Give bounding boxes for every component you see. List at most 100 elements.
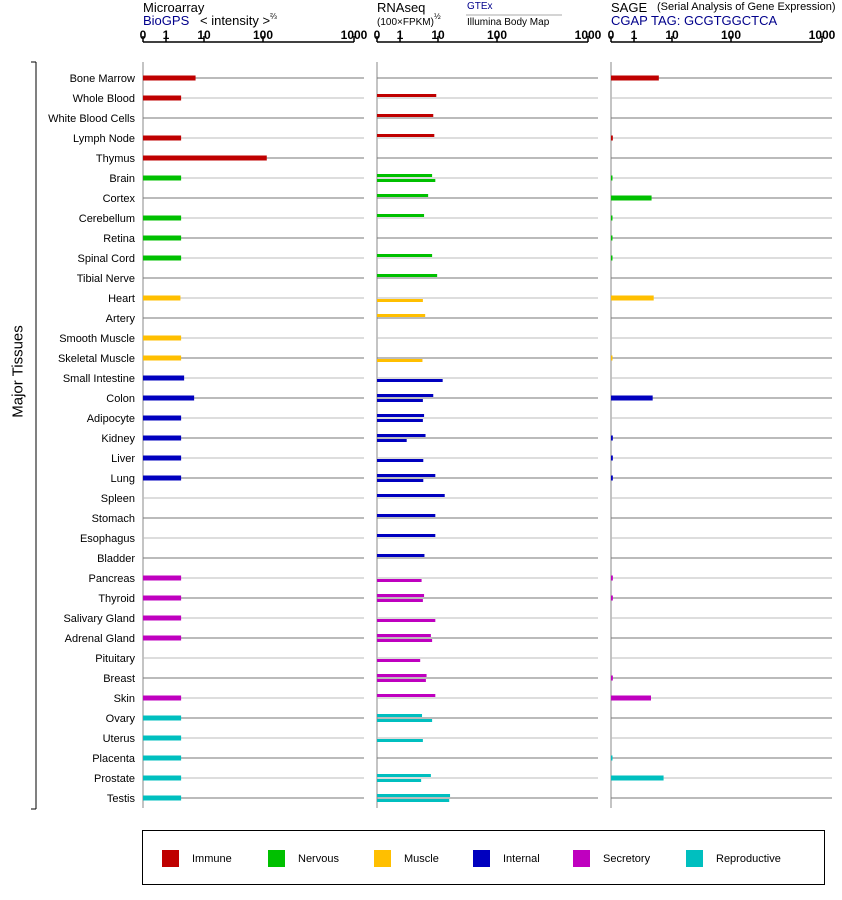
tissue-label: Heart: [108, 293, 135, 305]
microarray-bar: [143, 415, 182, 421]
tissue-label: Skin: [114, 693, 135, 705]
rnaseq-gtex-bar: [377, 414, 425, 417]
microarray-bar: [143, 255, 182, 261]
tissue-label: Cortex: [103, 193, 136, 205]
microarray-bar: [143, 335, 182, 341]
microarray-bar: [143, 355, 182, 361]
legend-item-muscle: Muscle: [374, 850, 439, 867]
microarray-bar: [143, 135, 182, 141]
legend-label: Immune: [192, 852, 232, 865]
x-tick-label: 10: [431, 28, 445, 42]
rnaseq-gtex-bar: [377, 474, 436, 477]
microarray-bar: [143, 615, 182, 621]
rnaseq-ibm-bar: [377, 739, 423, 742]
tissue-label: Stomach: [92, 513, 135, 525]
rnaseq-ibm-bar: [377, 439, 407, 442]
microarray-bar: [143, 175, 182, 181]
tissue-label: Bladder: [97, 553, 135, 565]
tissue-label: Brain: [109, 173, 135, 185]
rnaseq-gtex-bar: [377, 554, 425, 557]
rnaseq-gtex-bar: [377, 534, 436, 537]
sage-bar: [611, 455, 613, 461]
sage-bar: [611, 755, 613, 761]
legend-item-internal: Internal: [473, 850, 540, 867]
microarray-bar: [143, 375, 185, 381]
rnaseq-units-text: (100×FPKM): [377, 17, 434, 28]
legend-label: Reproductive: [716, 852, 781, 865]
rnaseq-ibm-bar: [377, 799, 450, 802]
tissue-label: Esophagus: [80, 533, 136, 545]
sage-bar: [611, 695, 651, 701]
legend-swatch: [374, 850, 391, 867]
tissue-label: Adipocyte: [87, 413, 135, 425]
tissue-label: Salivary Gland: [63, 613, 135, 625]
sage-bar: [611, 75, 659, 81]
sage-bar: [611, 575, 613, 581]
sage-bar: [611, 195, 652, 201]
microarray-scale-power: ⅔: [270, 12, 277, 21]
tissue-label: Lung: [111, 473, 135, 485]
sage-bar: [611, 775, 664, 781]
microarray-scale-label: < intensity >⅔: [200, 12, 277, 28]
rnaseq-gtex-bar: [377, 774, 431, 777]
x-tick-label: 1: [631, 28, 638, 42]
rnaseq-gtex-bar: [377, 214, 425, 217]
x-tick-label: 100: [253, 28, 273, 42]
microarray-bar: [143, 455, 182, 461]
tissue-label: Spleen: [101, 493, 135, 505]
microarray-bar: [143, 475, 182, 481]
tissue-label: Thymus: [96, 153, 136, 165]
rnaseq-gtex-bar: [377, 494, 445, 497]
microarray-bar: [143, 155, 267, 161]
microarray-scale-text: < intensity >: [200, 13, 271, 28]
microarray-bar: [143, 435, 182, 441]
tissue-label: Liver: [111, 453, 135, 465]
microarray-bar: [143, 215, 182, 221]
sage-bar: [611, 395, 653, 401]
microarray-bar: [143, 75, 196, 81]
sage-bar: [611, 255, 613, 261]
rnaseq-units: (100×FPKM)½: [377, 12, 441, 28]
microarray-bar: [143, 735, 182, 741]
microarray-bar: [143, 295, 181, 301]
legend-swatch: [686, 850, 703, 867]
tissue-label: Small Intestine: [63, 373, 135, 385]
legend-swatch: [473, 850, 490, 867]
rnaseq-gtex-bar: [377, 714, 423, 717]
tissue-label: Adrenal Gland: [65, 633, 135, 645]
legend-item-immune: Immune: [162, 850, 232, 867]
rnaseq-gtex-bar: [377, 134, 435, 137]
microarray-title: Microarray: [143, 0, 205, 15]
rnaseq-ibm-bar: [377, 299, 423, 302]
x-tick-label: 10: [665, 28, 679, 42]
microarray-bar: [143, 595, 182, 601]
rnaseq-ibm-bar: [377, 479, 424, 482]
legend: Immune Nervous Muscle Internal Secretory…: [142, 830, 825, 885]
sage-bar: [611, 175, 613, 181]
sage-bar: [611, 675, 613, 681]
tissue-label: White Blood Cells: [48, 113, 135, 125]
tissue-label: Ovary: [106, 713, 136, 725]
tissue-label: Placenta: [92, 753, 136, 765]
tissue-label: Testis: [107, 793, 136, 805]
tissue-label: Lymph Node: [73, 133, 135, 145]
rnaseq-ibm-bar: [377, 579, 422, 582]
x-tick-label: 100: [487, 28, 507, 42]
x-tick-label: 1000: [575, 28, 602, 42]
microarray-bar: [143, 755, 182, 761]
sage-title: SAGE: [611, 0, 648, 15]
rnaseq-gtex-bar: [377, 434, 426, 437]
rnaseq-gtex-bar: [377, 94, 437, 97]
tissue-label: Uterus: [103, 733, 136, 745]
tissue-label: Skeletal Muscle: [58, 353, 135, 365]
legend-label: Internal: [503, 852, 540, 865]
microarray-bar: [143, 575, 182, 581]
y-axis-title: Major Tissues: [9, 325, 27, 418]
rnaseq-gtex-bar: [377, 114, 434, 117]
rnaseq-gtex-bar: [377, 794, 451, 797]
rnaseq-gtex-bar: [377, 274, 438, 277]
rnaseq-ibm-bar: [377, 359, 423, 362]
legend-item-reproductive: Reproductive: [686, 850, 781, 867]
tissue-label: Whole Blood: [73, 93, 135, 105]
